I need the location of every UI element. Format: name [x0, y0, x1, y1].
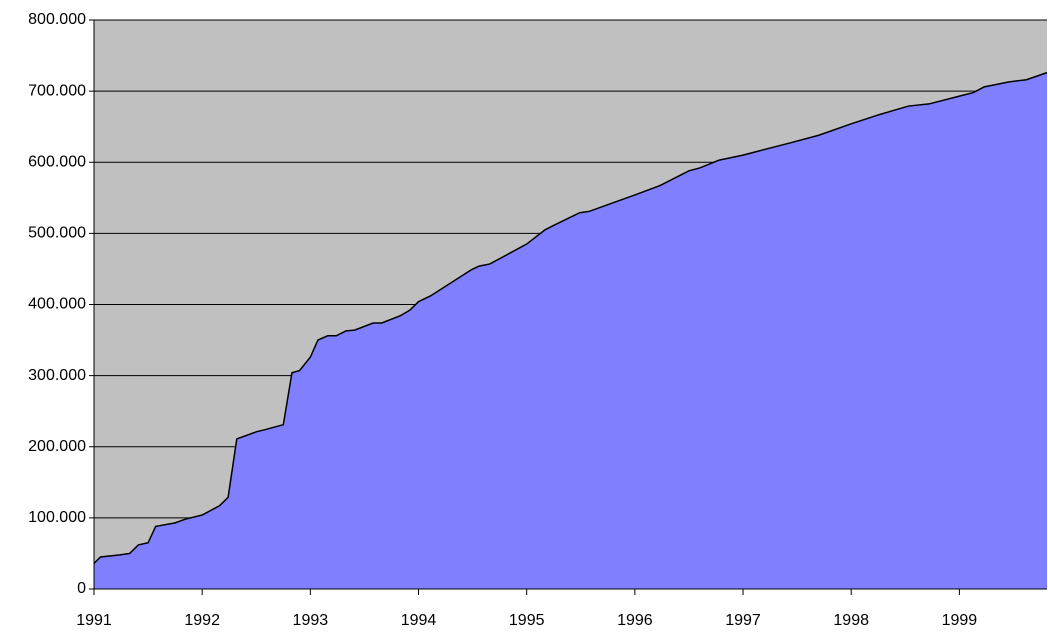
x-tick-label: 1994	[401, 612, 437, 629]
y-tick-label: 200.000	[28, 438, 86, 455]
y-tick-label: 600.000	[28, 153, 86, 170]
y-tick-label: 400.000	[28, 296, 86, 313]
x-tick-label: 1998	[833, 612, 869, 629]
x-tick-label: 1999	[942, 612, 978, 629]
y-tick-label: 800.000	[28, 11, 86, 28]
x-tick-label: 1996	[617, 612, 653, 629]
x-tick-label: 1991	[76, 612, 112, 629]
y-tick-label: 300.000	[28, 367, 86, 384]
y-tick-label: 700.000	[28, 82, 86, 99]
area	[94, 72, 1047, 589]
y-tick-label: 0	[77, 580, 86, 597]
x-tick-label: 1992	[184, 612, 220, 629]
x-tick-label: 1997	[725, 612, 761, 629]
area-line	[93, 71, 1048, 564]
y-tick-label: 100.000	[28, 509, 86, 526]
y-tick-label: 500.000	[28, 225, 86, 242]
x-tick-label: 1993	[293, 612, 329, 629]
x-tick-label: 1995	[509, 612, 545, 629]
